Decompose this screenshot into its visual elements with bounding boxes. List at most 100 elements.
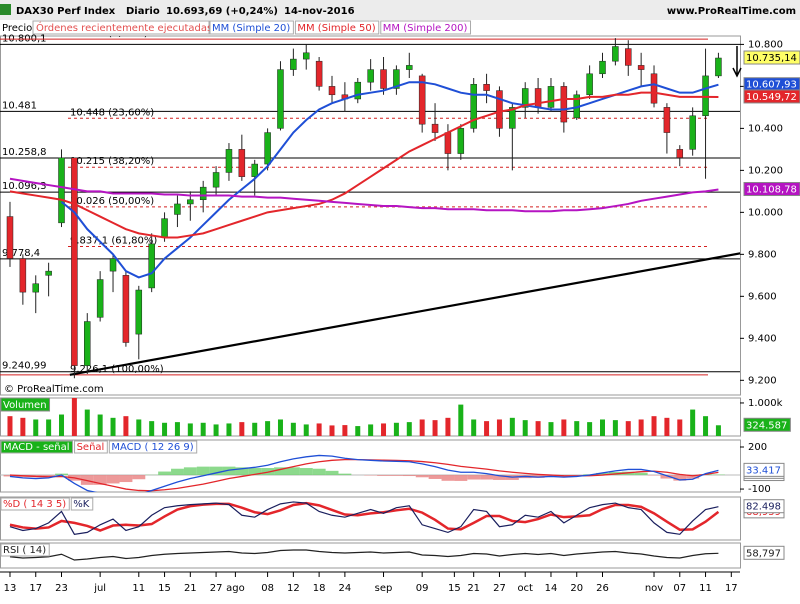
- candle-body: [33, 284, 39, 292]
- candle-body: [226, 149, 232, 172]
- histogram-bar: [403, 475, 416, 476]
- volume-bar: [46, 419, 51, 436]
- source: www.ProRealTime.com: [667, 6, 796, 17]
- volume-bar: [587, 422, 592, 436]
- x-tick-label: 21: [184, 583, 197, 594]
- histogram-bar: [454, 475, 467, 481]
- volume-bar: [304, 424, 309, 436]
- x-tick-label: 08: [261, 583, 274, 594]
- level-label: 9.240,99: [2, 361, 47, 372]
- candle-body: [381, 70, 387, 89]
- histogram-bar: [132, 475, 145, 479]
- last-value: 82.498: [746, 502, 781, 513]
- candle-body: [703, 76, 709, 116]
- candle-body: [277, 70, 283, 129]
- volume-bar: [497, 419, 502, 436]
- x-tick-label: 20: [570, 583, 583, 594]
- last-value: 33.417: [746, 465, 781, 476]
- histogram-bar: [416, 475, 429, 477]
- date: 14-nov-2016: [284, 6, 355, 17]
- x-tick-label: 27: [493, 583, 506, 594]
- candle-body: [368, 70, 374, 83]
- volume-bar: [162, 423, 167, 436]
- volume-bar: [600, 419, 605, 436]
- watermark: © ProRealTime.com: [4, 384, 104, 395]
- legend-label: MM (Simple 200): [383, 23, 468, 34]
- volume-bar: [639, 419, 644, 436]
- volume-bar: [330, 425, 335, 436]
- legend-label: MACD - señal: [3, 442, 70, 453]
- logo-icon: [0, 4, 11, 15]
- candle-body: [677, 149, 683, 157]
- last-value: 10.607,93: [746, 80, 797, 91]
- volume-bar: [342, 425, 347, 436]
- volume-bar: [613, 420, 618, 436]
- histogram-bar: [300, 468, 313, 475]
- volume-bar: [98, 415, 103, 436]
- volume-bar: [149, 421, 154, 436]
- volume-bar: [85, 410, 90, 436]
- candle-body: [625, 49, 631, 66]
- y-tick-label: 9.800: [748, 249, 777, 260]
- period: Diario: [126, 6, 160, 17]
- legend-label: MM (Simple 50): [297, 23, 375, 34]
- y-tick-label: 9.200: [748, 375, 777, 386]
- volume-bar: [703, 416, 708, 436]
- candle-body: [599, 61, 605, 74]
- histogram-bar: [313, 469, 326, 475]
- fib-label: 10.026 (50,00%): [70, 196, 154, 207]
- candle-body: [59, 158, 65, 223]
- candle-body: [445, 133, 451, 154]
- legend-label: %K: [73, 499, 90, 510]
- histogram-bar: [107, 475, 120, 483]
- candle-body: [20, 259, 26, 293]
- last-quote: 10.693,69 (+0,24%): [166, 6, 278, 17]
- volume-bar: [201, 423, 206, 436]
- candle-body: [316, 61, 322, 86]
- volume-bar: [445, 418, 450, 436]
- histogram-bar: [287, 467, 300, 475]
- histogram-bar: [390, 475, 403, 476]
- volume-bar: [716, 425, 721, 436]
- volume-bar: [226, 423, 231, 436]
- y-tick-label: -100: [748, 484, 771, 495]
- x-tick-label: 15: [448, 583, 461, 594]
- candle-body: [110, 259, 116, 272]
- last-value: 58,797: [746, 548, 781, 559]
- x-tick-label: 09: [416, 583, 429, 594]
- candle-body: [290, 59, 296, 69]
- histogram-bar: [184, 467, 197, 475]
- last-value: 10.108,78: [746, 185, 797, 196]
- last-close: 10.735,14: [746, 53, 797, 64]
- legend-label: RSI ( 14): [3, 545, 46, 556]
- volume-bar: [368, 424, 373, 436]
- candle-body: [200, 187, 206, 200]
- x-tick-label: 15: [158, 583, 171, 594]
- volume-bar: [471, 419, 476, 436]
- volume-bar: [561, 419, 566, 436]
- histogram-bar: [326, 471, 339, 475]
- chart-title: DAX30 Perf Index: [16, 6, 116, 17]
- volume-bar: [548, 422, 553, 436]
- volume-bar: [574, 421, 579, 436]
- volume-bar: [458, 405, 463, 436]
- histogram-bar: [158, 472, 171, 476]
- histogram-bar: [635, 473, 648, 475]
- x-tick-label: 27: [210, 583, 223, 594]
- y-tick-label: 10.200: [748, 165, 783, 176]
- volume-bar: [523, 420, 528, 436]
- x-tick-label: jul: [93, 583, 106, 594]
- candle-body: [97, 280, 103, 318]
- volume-bar: [239, 422, 244, 436]
- x-tick-label: sep: [375, 583, 393, 594]
- volume-bar: [677, 419, 682, 436]
- fib-label: 9.837,1 (61,80%): [70, 236, 157, 247]
- volume-bar: [7, 416, 12, 436]
- volume-bar: [536, 421, 541, 436]
- y-tick-label: 10.000: [748, 207, 783, 218]
- candle-body: [123, 275, 129, 342]
- volume-bar: [394, 423, 399, 436]
- y-tick-label: 10.400: [748, 123, 783, 134]
- level-label: 10.481: [2, 100, 37, 111]
- x-tick-label: 12: [287, 583, 300, 594]
